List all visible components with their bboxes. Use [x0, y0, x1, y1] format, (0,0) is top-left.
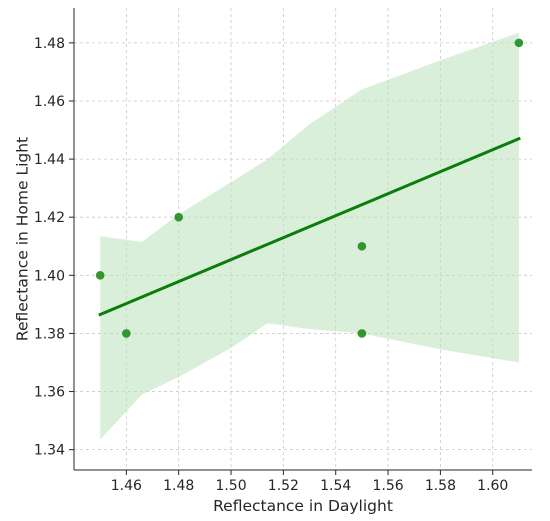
- axes-spines: [73, 8, 532, 471]
- data-point: [357, 329, 367, 338]
- x-tick-label: 1.60: [477, 478, 508, 494]
- x-tick-label: 1.52: [268, 478, 299, 494]
- x-tick-label: 1.50: [215, 478, 246, 494]
- y-tick-label: 1.46: [34, 94, 65, 110]
- x-tick-label: 1.48: [163, 478, 194, 494]
- y-tick-label: 1.44: [34, 152, 65, 168]
- x-axis-label: Reflectance in Daylight: [213, 497, 393, 515]
- data-point: [95, 271, 105, 280]
- data-point: [174, 212, 183, 222]
- x-tick-label: 1.46: [111, 478, 142, 494]
- x-axis-ticks: 1.46 1.48 1.50 1.52 1.54 1.56 1.58 1.60: [111, 470, 508, 494]
- data-point: [357, 241, 367, 251]
- x-tick-label: 1.58: [425, 478, 456, 494]
- data-point: [514, 38, 524, 48]
- data-point: [122, 329, 131, 338]
- y-tick-label: 1.40: [34, 268, 65, 284]
- y-axis-ticks: 1.34 1.36 1.38 1.40 1.42 1.44 1.46 1.48: [34, 36, 74, 459]
- regression-line: [98, 136, 521, 317]
- x-tick-label: 1.54: [320, 478, 351, 494]
- y-tick-label: 1.38: [34, 326, 65, 342]
- y-tick-label: 1.34: [34, 443, 65, 459]
- confidence-band: [100, 32, 519, 440]
- y-axis-label: Reflectance in Home Light: [13, 137, 31, 341]
- x-tick-label: 1.56: [372, 478, 403, 494]
- y-tick-label: 1.36: [34, 385, 65, 401]
- data-points: [95, 38, 524, 338]
- y-tick-label: 1.42: [34, 210, 65, 226]
- y-tick-label: 1.48: [34, 36, 65, 52]
